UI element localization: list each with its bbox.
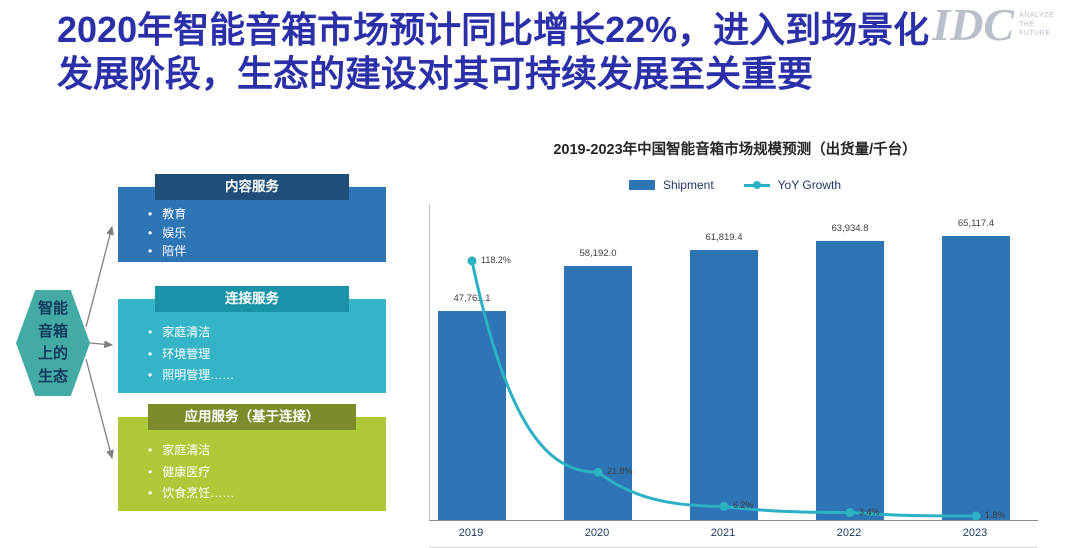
idc-tagline-line: ANALYZE [1019, 12, 1054, 19]
x-tick-2019: 2019 [458, 527, 484, 539]
chart-legend: Shipment YoY Growth [425, 178, 1045, 192]
list-item: 家庭清洁 [148, 440, 234, 462]
service-box-content-list: 教育 娱乐 陪伴 [148, 205, 186, 261]
idc-tagline-line: THE [1019, 21, 1035, 29]
bar-value-label: 47,761.1 [453, 293, 491, 305]
service-box-application-list: 家庭清洁 健康医疗 饮食烹饪…… [148, 440, 234, 505]
list-item: 照明管理…… [148, 365, 234, 387]
bar-2019 [438, 311, 506, 520]
list-item: 饮食烹饪…… [148, 483, 234, 505]
service-box-connection-list: 家庭清洁 环境管理 照明管理…… [148, 322, 234, 387]
bar-value-label: 61,819.4 [705, 232, 743, 244]
page-title: 2020年智能音箱市场预计同比增长22%，进入到场景化 发展阶段，生态的建设对其… [57, 8, 1007, 96]
yoy-value-label: 1.8% [985, 510, 1006, 521]
service-box-content: 内容服务 教育 娱乐 陪伴 [118, 174, 386, 262]
service-box-application-header: 应用服务（基于连接） [148, 404, 356, 430]
legend-item-yoy: YoY Growth [743, 178, 842, 192]
list-item: 健康医疗 [148, 462, 234, 484]
x-tick-2022: 2022 [836, 527, 862, 539]
idc-logo: IDC ANALYZE THE FUTURE [932, 2, 1054, 48]
bar-value-label: 65,117.4 [957, 217, 995, 229]
bar-2020 [564, 265, 632, 520]
yoy-value-label: 6.2% [733, 500, 754, 511]
idc-tagline: ANALYZE THE FUTURE [1019, 11, 1054, 38]
legend-label-yoy: YoY Growth [777, 178, 842, 192]
bar-2022 [816, 240, 884, 520]
x-axis-labels: 2019 2020 2021 2022 2023 [429, 521, 1037, 548]
legend-item-shipment: Shipment [628, 178, 714, 192]
yoy-value-label: 118.2% [481, 254, 511, 265]
bar-value-label: 58,192.0 [579, 247, 617, 259]
service-box-application: 应用服务（基于连接） 家庭清洁 健康医疗 饮食烹饪…… [118, 404, 386, 511]
idc-brand-text: IDC [932, 0, 1015, 50]
bar-2023 [942, 235, 1010, 520]
x-tick-2020: 2020 [584, 527, 610, 539]
legend-label-shipment: Shipment [662, 178, 714, 192]
hexagon-label: 智能音箱上的生态 [37, 300, 68, 385]
ecosystem-hexagon: 智能音箱上的生态 [16, 290, 90, 396]
page-title-line-2: 发展阶段，生态的建设对其可持续发展至关重要 [57, 52, 814, 94]
bar-2021 [690, 250, 758, 520]
list-item: 环境管理 [148, 344, 234, 366]
list-item: 家庭清洁 [148, 322, 234, 344]
shipment-swatch-icon [628, 180, 655, 190]
x-tick-2023: 2023 [962, 527, 988, 539]
list-item: 娱乐 [148, 224, 186, 243]
page-title-line-1: 2020年智能音箱市场预计同比增长22%，进入到场景化 [57, 9, 930, 50]
x-tick-2021: 2021 [710, 527, 736, 539]
plot-area: 47,761.1 58,192.0 61,819.4 63,934.8 65,117.4… [429, 204, 1038, 521]
idc-tagline-line: FUTURE [1019, 30, 1051, 38]
yoy-swatch-icon [743, 180, 770, 190]
bar-value-label: 63,934.8 [831, 222, 869, 234]
list-item: 教育 [148, 205, 186, 224]
yoy-value-label: 21.8% [607, 466, 633, 477]
yoy-value-label: 3.4% [859, 506, 880, 517]
list-item: 陪伴 [148, 242, 186, 261]
shipment-chart: 2019-2023年中国智能音箱市场规模预测（出货量/千台） Shipment … [425, 138, 1045, 548]
service-box-connection-header: 连接服务 [155, 286, 349, 312]
chart-title: 2019-2023年中国智能音箱市场规模预测（出货量/千台） [553, 142, 917, 158]
service-box-content-header: 内容服务 [155, 174, 349, 200]
service-box-connection: 连接服务 家庭清洁 环境管理 照明管理…… [118, 286, 386, 393]
